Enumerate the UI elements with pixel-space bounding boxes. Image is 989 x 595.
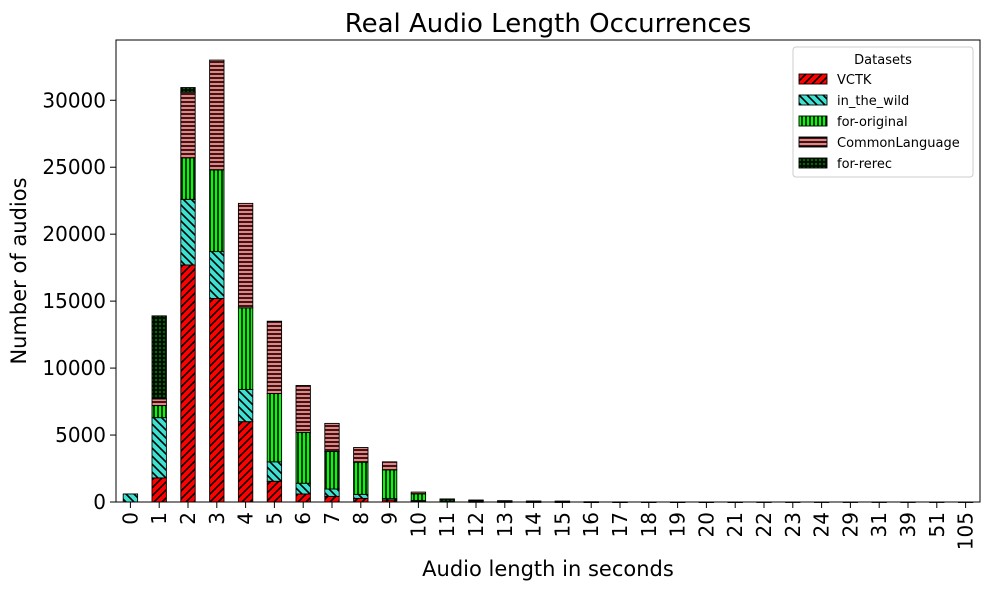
x-tick-label: 9: [378, 512, 402, 525]
bar-segment: [439, 498, 455, 500]
x-tick-label: 39: [896, 512, 920, 537]
bar-segment: [237, 389, 254, 423]
bar-segment: [381, 461, 398, 471]
x-tick-label: 11: [435, 512, 459, 537]
y-tick-label: 15000: [42, 289, 106, 313]
bar-segment: [295, 385, 311, 433]
chart-title: Real Audio Length Occurrences: [345, 9, 752, 39]
legend-swatch: [798, 136, 828, 148]
x-tick-label: 7: [320, 512, 344, 525]
bar-segment: [266, 480, 283, 503]
legend-swatch: [798, 115, 828, 127]
bar-segment: [180, 157, 196, 200]
x-tick-label: 17: [608, 512, 632, 537]
bar-segment: [295, 482, 311, 495]
bar-segment: [353, 447, 369, 463]
x-tick-label: 105: [954, 512, 978, 550]
x-tick-label: 21: [723, 512, 747, 537]
bar-segment: [295, 431, 311, 484]
legend-swatch: [798, 73, 828, 85]
x-tick-label: 24: [810, 512, 834, 537]
bar-segment: [266, 461, 283, 482]
x-tick-label: 0: [118, 512, 142, 525]
x-tick-label: 3: [205, 512, 229, 525]
bar-segment: [209, 298, 225, 503]
legend-swatch: [798, 94, 828, 106]
x-axis-label: Audio length in seconds: [422, 557, 674, 581]
bar-segment: [180, 264, 196, 503]
bar-segment: [151, 477, 167, 503]
y-tick-label: 25000: [42, 155, 106, 179]
bar-segment: [295, 493, 311, 503]
bar-segment: [209, 251, 225, 299]
x-tick-label: 4: [234, 512, 258, 525]
bar-segment: [209, 169, 225, 253]
bar-segment: [353, 493, 369, 499]
bar-segment: [324, 451, 340, 490]
bar-segment: [410, 491, 427, 495]
bar-segment: [237, 307, 254, 390]
bar-segment: [151, 398, 167, 407]
bar-segment: [151, 417, 167, 479]
bar-segment: [468, 499, 484, 502]
legend-entry: in_the_wild: [837, 94, 909, 109]
x-tick-label: 8: [349, 512, 373, 525]
legend: Datasets VCTK in_the_wild for-original Commo…: [792, 46, 974, 178]
legend-box: [792, 46, 974, 178]
plot-frame: [115, 39, 981, 503]
bar-segment: [237, 421, 254, 503]
x-tick-label: 15: [550, 512, 574, 537]
x-tick-label: 2: [176, 512, 200, 525]
x-tick-label: 51: [925, 512, 949, 537]
bar-segment: [180, 91, 196, 159]
x-tick-label: 20: [694, 512, 718, 537]
legend-entry: for-original: [837, 115, 908, 130]
legend-entry: VCTK: [837, 73, 872, 88]
x-tick-label: 1: [147, 512, 171, 525]
y-tick-label: 20000: [42, 222, 106, 246]
x-tick-label: 13: [493, 512, 517, 537]
x-tick-label: 31: [867, 512, 891, 537]
bar-segment: [324, 422, 340, 452]
legend-title: Datasets: [854, 53, 912, 68]
x-tick-label: 10: [406, 512, 430, 537]
bar-segment: [151, 315, 167, 400]
x-tick-label: 16: [579, 512, 603, 537]
y-tick-label: 10000: [42, 356, 106, 380]
bar-segment: [151, 405, 167, 419]
bar-segment: [324, 488, 340, 497]
bar-segment: [266, 320, 283, 394]
x-tick-label: 12: [464, 512, 488, 537]
y-tick-label: 30000: [42, 88, 106, 112]
legend-entry: for-rerec: [837, 157, 892, 172]
bar-segment: [180, 198, 196, 266]
bar-segment: [353, 497, 369, 503]
x-tick-label: 5: [262, 512, 286, 525]
legend-swatch: [798, 157, 828, 169]
x-tick-label: 19: [666, 512, 690, 537]
bar-segment: [209, 59, 225, 171]
y-tick-label: 5000: [55, 423, 106, 447]
bar-segment: [353, 461, 369, 495]
x-tick-label: 23: [781, 512, 805, 537]
bar-segment: [266, 393, 283, 463]
bar-segment: [410, 493, 427, 501]
x-tick-label: 22: [752, 512, 776, 537]
bar-segment: [497, 500, 513, 502]
bar-segment: [122, 493, 139, 503]
bar-segment: [324, 495, 340, 503]
bar-segment: [180, 87, 196, 93]
y-axis-label: Number of audios: [7, 177, 31, 364]
legend-entry: CommonLanguage: [837, 136, 960, 151]
x-tick-label: 14: [522, 512, 546, 537]
y-tick-label: 0: [93, 490, 106, 514]
bar-segment: [237, 202, 254, 309]
x-tick-label: 6: [291, 512, 315, 525]
x-tick-label: 29: [838, 512, 862, 537]
x-tick-label: 18: [637, 512, 661, 537]
bar-segment: [381, 469, 398, 500]
